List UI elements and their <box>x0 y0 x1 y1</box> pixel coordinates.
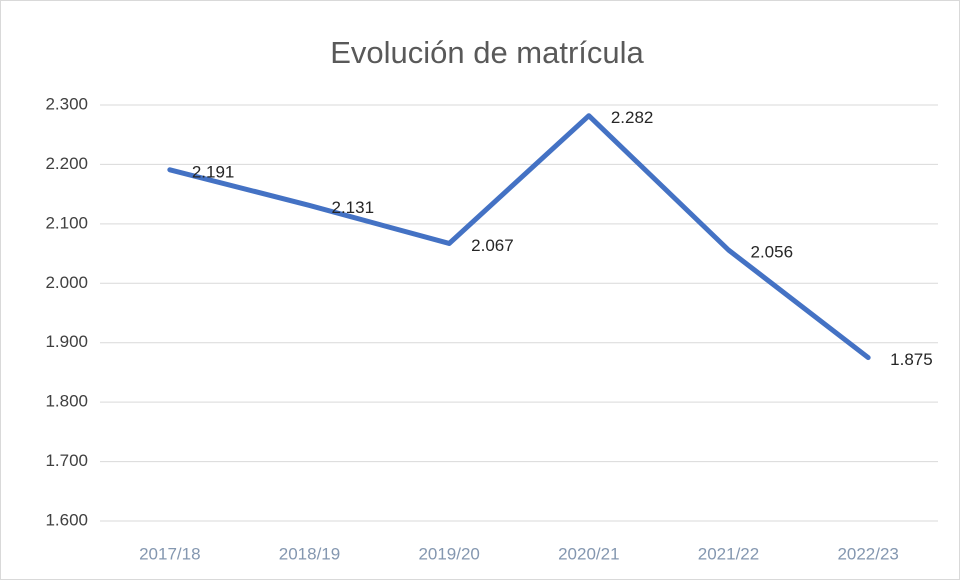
y-tick-label: 1.700 <box>45 451 88 470</box>
data-label: 1.875 <box>890 350 933 369</box>
chart-title: Evolución de matrícula <box>330 35 644 70</box>
x-tick-label: 2020/21 <box>558 544 619 563</box>
y-tick-label: 2.300 <box>45 94 88 113</box>
x-tick-label: 2021/22 <box>698 544 759 563</box>
data-label: 2.131 <box>332 198 375 217</box>
y-tick-label: 1.600 <box>45 510 88 529</box>
y-tick-label: 2.100 <box>45 213 88 232</box>
y-tick-label: 2.200 <box>45 154 88 173</box>
x-tick-label: 2019/20 <box>418 544 479 563</box>
data-label: 2.282 <box>611 108 654 127</box>
line-series <box>167 113 871 361</box>
y-tick-label: 2.000 <box>45 273 88 292</box>
x-tick-label: 2017/18 <box>139 544 200 563</box>
data-label: 2.056 <box>751 242 794 261</box>
x-tick-label: 2022/23 <box>837 544 898 563</box>
y-tick-label: 1.900 <box>45 332 88 351</box>
x-tick-label: 2018/19 <box>279 544 340 563</box>
data-label: 2.067 <box>471 236 514 255</box>
data-label: 2.191 <box>192 162 235 181</box>
y-tick-label: 1.800 <box>45 392 88 411</box>
